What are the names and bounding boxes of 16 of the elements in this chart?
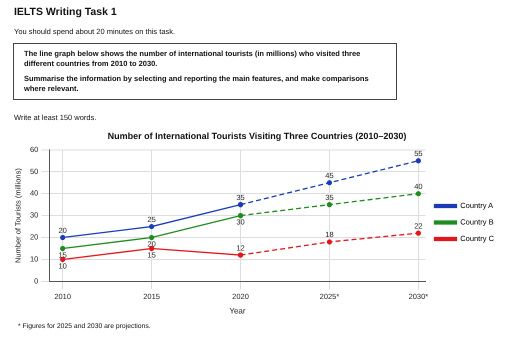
point (416, 230, 421, 236)
point (238, 213, 244, 218)
point (416, 191, 421, 196)
chart-title: Number of International Tourists Visiting Three Countries (2010–2030) (108, 130, 406, 141)
point (416, 158, 421, 164)
point (149, 234, 154, 240)
point (60, 246, 66, 252)
point (238, 252, 244, 258)
point (326, 239, 332, 245)
point (326, 202, 332, 208)
point (149, 224, 154, 230)
point (238, 202, 244, 208)
x-axis-title: Year (229, 306, 246, 316)
text: IELTS Writing Task 1 (14, 6, 117, 18)
point (60, 234, 66, 240)
point (326, 180, 332, 186)
